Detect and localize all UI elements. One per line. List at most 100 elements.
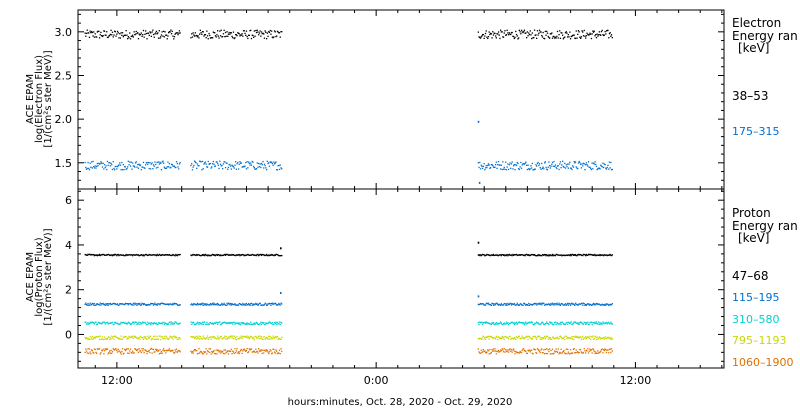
data-point bbox=[525, 304, 527, 306]
data-point bbox=[266, 160, 268, 162]
data-point bbox=[587, 161, 590, 163]
data-point bbox=[580, 303, 582, 305]
data-point bbox=[541, 338, 543, 340]
data-point bbox=[484, 167, 487, 169]
data-point bbox=[224, 338, 227, 340]
data-point bbox=[516, 351, 518, 353]
data-point bbox=[236, 304, 238, 306]
data-point bbox=[508, 303, 510, 306]
data-point bbox=[94, 321, 96, 323]
data-point bbox=[492, 321, 495, 324]
data-point bbox=[245, 336, 247, 338]
data-point bbox=[154, 33, 156, 35]
data-point bbox=[209, 304, 211, 306]
data-point bbox=[556, 351, 559, 353]
data-point bbox=[169, 303, 171, 305]
data-point bbox=[88, 253, 91, 256]
data-point bbox=[569, 349, 572, 351]
data-point bbox=[168, 338, 170, 340]
data-point bbox=[261, 164, 263, 166]
data-point bbox=[588, 34, 590, 36]
data-point bbox=[112, 36, 114, 38]
data-point bbox=[243, 166, 245, 168]
data-point bbox=[229, 350, 231, 352]
data-point bbox=[227, 322, 229, 324]
data-point bbox=[531, 321, 533, 323]
data-point bbox=[237, 323, 239, 325]
data-point bbox=[196, 302, 199, 304]
data-point bbox=[507, 324, 510, 326]
data-point bbox=[266, 254, 268, 257]
data-point bbox=[238, 253, 240, 256]
data-point bbox=[140, 351, 142, 354]
data-point bbox=[495, 161, 497, 163]
data-point bbox=[239, 322, 241, 324]
data-point bbox=[592, 322, 595, 324]
data-point bbox=[128, 164, 130, 166]
data-point bbox=[543, 37, 545, 39]
data-point bbox=[558, 34, 560, 36]
data-point bbox=[486, 36, 488, 38]
data-point bbox=[564, 338, 566, 341]
data-point bbox=[281, 350, 283, 353]
data-point bbox=[551, 255, 553, 257]
data-point bbox=[484, 304, 487, 306]
data-point bbox=[114, 253, 116, 256]
data-point bbox=[114, 169, 116, 171]
data-point bbox=[484, 338, 487, 340]
data-point bbox=[127, 337, 129, 339]
data-point bbox=[167, 303, 169, 305]
data-point bbox=[556, 254, 559, 256]
data-point bbox=[596, 323, 598, 325]
data-point bbox=[500, 31, 502, 33]
data-point bbox=[562, 337, 564, 339]
data-point bbox=[248, 254, 250, 256]
data-point bbox=[84, 161, 86, 164]
data-point bbox=[558, 323, 560, 325]
data-point bbox=[550, 302, 552, 305]
data-point bbox=[533, 169, 535, 171]
data-point bbox=[130, 161, 132, 163]
data-point bbox=[537, 254, 539, 256]
data-point bbox=[481, 338, 483, 340]
data-point bbox=[273, 161, 275, 163]
data-point bbox=[582, 302, 585, 304]
data-point bbox=[517, 304, 519, 306]
data-point bbox=[487, 335, 489, 338]
data-point bbox=[205, 254, 207, 256]
data-point bbox=[490, 304, 492, 306]
data-point bbox=[491, 322, 493, 324]
data-point bbox=[586, 32, 588, 34]
data-point bbox=[491, 254, 493, 256]
data-point bbox=[260, 323, 263, 326]
data-point bbox=[505, 349, 507, 351]
data-point bbox=[247, 37, 249, 40]
data-point bbox=[540, 323, 542, 325]
data-point bbox=[551, 253, 554, 256]
data-point bbox=[225, 304, 227, 306]
data-point bbox=[511, 255, 513, 257]
data-point bbox=[487, 322, 489, 324]
data-point bbox=[585, 37, 587, 39]
data-point bbox=[603, 336, 605, 339]
data-point bbox=[124, 336, 127, 338]
data-point bbox=[144, 33, 146, 35]
data-point bbox=[127, 166, 129, 168]
data-point bbox=[218, 167, 220, 170]
data-point bbox=[603, 338, 605, 340]
data-point bbox=[487, 303, 489, 305]
data-point bbox=[151, 337, 153, 340]
data-point bbox=[224, 36, 226, 38]
data-point bbox=[551, 163, 553, 165]
data-point bbox=[251, 160, 253, 163]
data-point bbox=[493, 350, 495, 352]
data-point bbox=[166, 254, 168, 256]
data-point bbox=[604, 322, 606, 324]
data-point bbox=[531, 162, 533, 165]
data-point bbox=[87, 322, 89, 324]
data-point bbox=[222, 352, 225, 355]
data-point bbox=[161, 352, 163, 354]
data-point bbox=[556, 303, 559, 305]
data-point bbox=[268, 321, 270, 324]
data-point bbox=[574, 254, 576, 256]
